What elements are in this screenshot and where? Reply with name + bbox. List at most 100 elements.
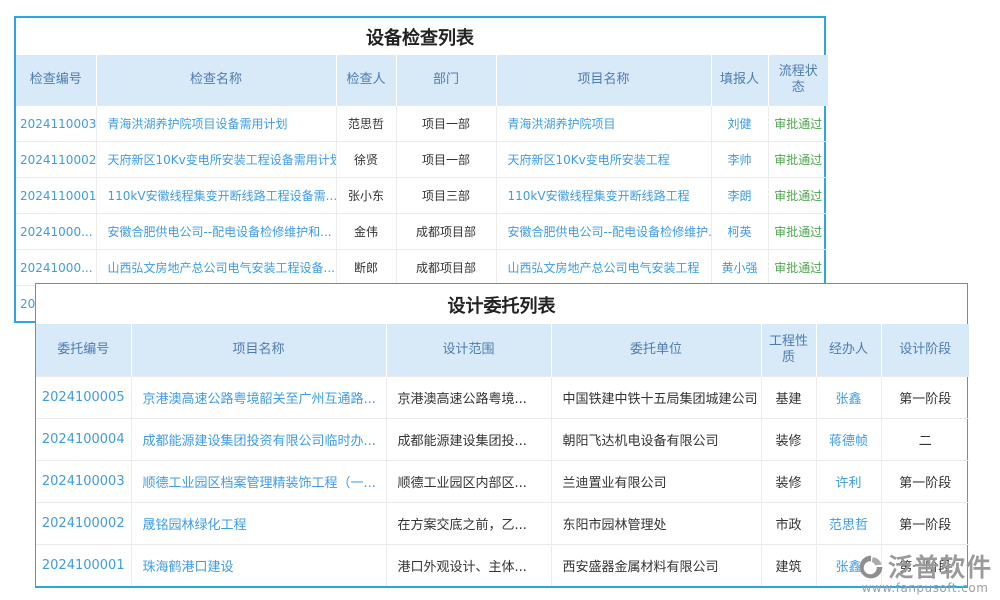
column-header-inspection-name: 检查名称	[96, 55, 337, 106]
project-nature-cell: 装修	[761, 418, 817, 461]
handler-link[interactable]: 张鑫	[816, 544, 882, 586]
column-header-flow-status: 流程状态	[768, 55, 828, 106]
column-header-client-unit: 委托单位	[551, 324, 762, 377]
inspection-name-link[interactable]: 110kV安徽线程集变开断线路工程设备需...	[96, 177, 337, 214]
design-scope-cell: 在方案交底之前，乙...	[386, 502, 552, 545]
project-name-link[interactable]: 山西弘文房地产总公司电气安装工程	[496, 249, 712, 286]
table-row: 2024100005 京港澳高速公路粤境韶关至广州互通路... 京港澳高速公路粤…	[36, 376, 969, 419]
column-header-department: 部门	[396, 55, 497, 106]
project-name-link[interactable]: 天府新区10Kv变电所安装工程	[496, 141, 712, 178]
reporter-link[interactable]: 李帅	[711, 141, 769, 178]
commission-id-link[interactable]: 2024100003	[36, 460, 132, 503]
table-row: 20241000... 山西弘文房地产总公司电气安装工程设备... 断郎 成都项…	[16, 249, 828, 286]
design-stage-cell: 二	[881, 418, 969, 461]
project-nature-cell: 基建	[761, 376, 817, 419]
design-header-row: 委托编号 项目名称 设计范围 委托单位 工程性质 经办人 设计阶段	[36, 324, 969, 377]
reporter-link[interactable]: 刘健	[711, 105, 769, 142]
table-row: 2024110001 110kV安徽线程集变开断线路工程设备需... 张小东 项…	[16, 177, 828, 214]
project-name-link[interactable]: 110kV安徽线程集变开断线路工程	[496, 177, 712, 214]
watermark-url: www.fanpusoft.com	[861, 581, 989, 595]
inspection-name-link[interactable]: 山西弘文房地产总公司电气安装工程设备...	[96, 249, 337, 286]
table-row: 2024100002 晟铭园林绿化工程 在方案交底之前，乙... 东阳市园林管理…	[36, 502, 969, 545]
inspection-name-link[interactable]: 天府新区10Kv变电所安装工程设备需用计划	[96, 141, 337, 178]
client-unit-cell: 东阳市园林管理处	[551, 502, 762, 545]
project-name-link[interactable]: 京港澳高速公路粤境韶关至广州互通路...	[131, 376, 387, 419]
project-nature-cell: 市政	[761, 502, 817, 545]
column-header-inspector: 检查人	[336, 55, 397, 106]
design-scope-cell: 港口外观设计、主体...	[386, 544, 552, 586]
watermark: 泛普软件 www.fanpusoft.com	[858, 554, 992, 594]
table-row: 2024100004 成都能源建设集团投资有限公司临时办... 成都能源建设集团…	[36, 418, 969, 461]
column-header-project-nature: 工程性质	[761, 324, 817, 377]
inspector-cell: 断郎	[336, 249, 397, 286]
table-row: 2024100001 珠海鹤港口建设 港口外观设计、主体... 西安盛器金属材料…	[36, 544, 969, 586]
flow-status-cell: 审批通过	[768, 213, 828, 250]
equipment-inspection-table: 设备检查列表 检查编号 检查名称 检查人 部门 项目名称 填报人 流程状态 20…	[14, 16, 828, 323]
inspection-id-link[interactable]: 2024110002	[16, 141, 97, 178]
design-stage-cell: 第一阶段	[881, 460, 969, 503]
column-header-reporter: 填报人	[711, 55, 769, 106]
inspection-id-link[interactable]: 20241000...	[16, 213, 97, 250]
equipment-header-row: 检查编号 检查名称 检查人 部门 项目名称 填报人 流程状态	[16, 55, 828, 106]
project-name-link[interactable]: 顺德工业园区档案管理精装饰工程（一...	[131, 460, 387, 503]
column-header-project-name: 项目名称	[131, 324, 387, 377]
flow-status-cell: 审批通过	[768, 105, 828, 142]
project-nature-cell: 装修	[761, 460, 817, 503]
client-unit-cell: 中国铁建中铁十五局集团城建公司	[551, 376, 762, 419]
client-unit-cell: 朝阳飞达机电设备有限公司	[551, 418, 762, 461]
column-header-inspection-id: 检查编号	[16, 55, 97, 106]
inspection-id-link[interactable]: 2024110001	[16, 177, 97, 214]
flow-status-cell: 审批通过	[768, 177, 828, 214]
department-cell: 项目一部	[396, 141, 497, 178]
design-scope-cell: 成都能源建设集团投...	[386, 418, 552, 461]
inspection-id-link[interactable]: 20241000...	[16, 249, 97, 286]
department-cell: 项目一部	[396, 105, 497, 142]
project-name-link[interactable]: 安徽合肥供电公司--配电设备检修维护...	[496, 213, 712, 250]
department-cell: 成都项目部	[396, 213, 497, 250]
design-stage-cell: 第一阶段	[881, 544, 969, 586]
design-table: 委托编号 项目名称 设计范围 委托单位 工程性质 经办人 设计阶段 202410…	[36, 324, 969, 586]
column-header-project-name: 项目名称	[496, 55, 712, 106]
handler-link[interactable]: 许利	[816, 460, 882, 503]
equipment-table: 检查编号 检查名称 检查人 部门 项目名称 填报人 流程状态 202411000…	[16, 55, 828, 321]
reporter-link[interactable]: 柯英	[711, 213, 769, 250]
handler-link[interactable]: 范思哲	[816, 502, 882, 545]
handler-link[interactable]: 张鑫	[816, 376, 882, 419]
project-name-link[interactable]: 珠海鹤港口建设	[131, 544, 387, 586]
table-row: 20241000... 安徽合肥供电公司--配电设备检修维护和... 金伟 成都…	[16, 213, 828, 250]
design-table-title: 设计委托列表	[36, 284, 967, 324]
design-scope-cell: 顺德工业园区内部区...	[386, 460, 552, 503]
handler-link[interactable]: 蒋德帧	[816, 418, 882, 461]
commission-id-link[interactable]: 2024100004	[36, 418, 132, 461]
project-name-link[interactable]: 青海洪湖养护院项目	[496, 105, 712, 142]
design-scope-cell: 京港澳高速公路粤境...	[386, 376, 552, 419]
inspector-cell: 范思哲	[336, 105, 397, 142]
fanpu-logo-icon	[858, 554, 884, 580]
commission-id-link[interactable]: 2024100005	[36, 376, 132, 419]
commission-id-link[interactable]: 2024100001	[36, 544, 132, 586]
inspection-id-link[interactable]: 2024110003	[16, 105, 97, 142]
inspection-name-link[interactable]: 安徽合肥供电公司--配电设备检修维护和...	[96, 213, 337, 250]
department-cell: 成都项目部	[396, 249, 497, 286]
inspector-cell: 徐贤	[336, 141, 397, 178]
client-unit-cell: 西安盛器金属材料有限公司	[551, 544, 762, 586]
column-header-handler: 经办人	[816, 324, 882, 377]
project-name-link[interactable]: 晟铭园林绿化工程	[131, 502, 387, 545]
inspection-name-link[interactable]: 青海洪湖养护院项目设备需用计划	[96, 105, 337, 142]
commission-id-link[interactable]: 2024100002	[36, 502, 132, 545]
reporter-link[interactable]: 黄小强	[711, 249, 769, 286]
column-header-commission-id: 委托编号	[36, 324, 132, 377]
inspector-cell: 张小东	[336, 177, 397, 214]
watermark-brand: 泛普软件	[887, 552, 992, 582]
flow-status-cell: 审批通过	[768, 141, 828, 178]
column-header-design-scope: 设计范围	[386, 324, 552, 377]
project-name-link[interactable]: 成都能源建设集团投资有限公司临时办...	[131, 418, 387, 461]
design-stage-cell: 第一阶段	[881, 376, 969, 419]
design-commission-table: 设计委托列表 委托编号 项目名称 设计范围 委托单位 工程性质 经办人 设计阶段…	[35, 283, 969, 588]
department-cell: 项目三部	[396, 177, 497, 214]
client-unit-cell: 兰迪置业有限公司	[551, 460, 762, 503]
equipment-table-title: 设备检查列表	[16, 18, 824, 55]
table-row: 2024110002 天府新区10Kv变电所安装工程设备需用计划 徐贤 项目一部…	[16, 141, 828, 178]
table-row: 2024100003 顺德工业园区档案管理精装饰工程（一... 顺德工业园区内部…	[36, 460, 969, 503]
reporter-link[interactable]: 李朗	[711, 177, 769, 214]
